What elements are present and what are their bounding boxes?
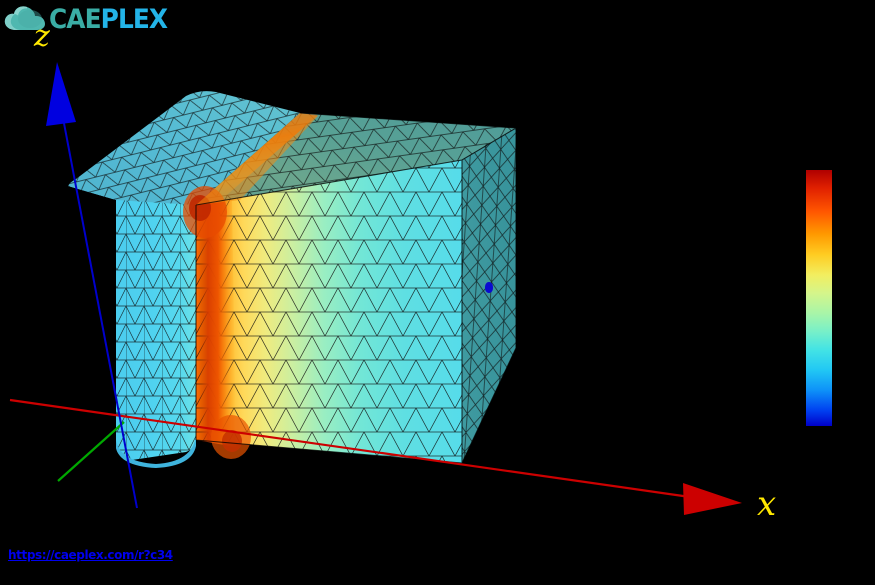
colorbar-gradient: [806, 170, 832, 426]
x-axis-line: [9, 398, 691, 499]
model-notch-wall: [196, 113, 318, 205]
probe-point-marker[interactable]: [485, 282, 493, 293]
x-axis-arrow: [683, 483, 742, 515]
contour-colorbar[interactable]: [806, 170, 832, 426]
z-axis-line: [62, 117, 138, 509]
fea-model-mesh: [68, 91, 518, 468]
axis-triad: [9, 62, 742, 515]
model-face-flange-top: [68, 91, 300, 205]
model-face-front: [183, 160, 462, 463]
model-face-flange-front: [68, 186, 196, 460]
logo-text-cae: CAE: [49, 3, 102, 35]
model-face-side: [462, 128, 516, 463]
cloud-icon: [4, 6, 46, 30]
model-outline: [195, 112, 518, 464]
axis-label-x: x: [757, 484, 777, 524]
y-axis-line: [57, 421, 125, 482]
app-logo[interactable]: CAEPLEX: [2, 2, 177, 36]
share-url-link[interactable]: https://caeplex.com/r?c34: [8, 548, 173, 562]
logo-text-plex: PLEX: [100, 3, 168, 35]
z-axis-arrow: [46, 62, 76, 126]
logo-wordmark: CAEPLEX: [49, 3, 168, 35]
